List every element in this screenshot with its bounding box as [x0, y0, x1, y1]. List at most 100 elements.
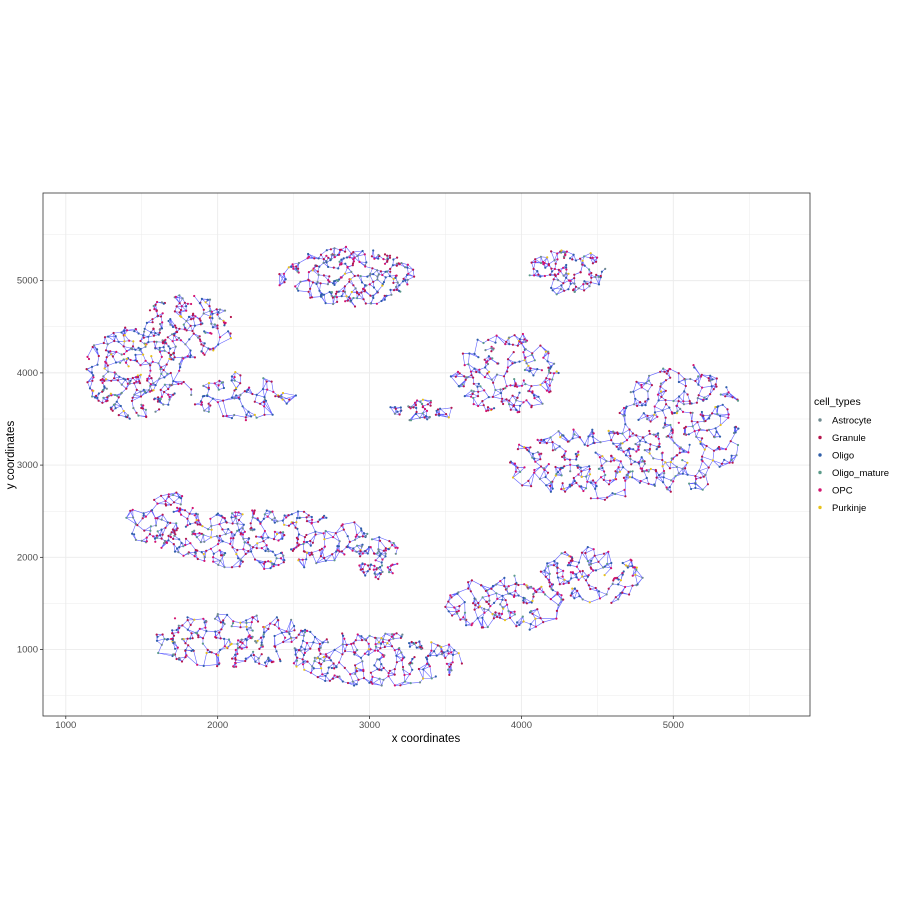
cell-point: [158, 400, 161, 403]
cell-point: [199, 319, 202, 322]
cell-point: [532, 374, 535, 377]
cell-point: [572, 289, 575, 292]
cell-point: [586, 546, 589, 549]
cell-point: [588, 473, 592, 476]
cell-point: [190, 388, 193, 391]
cell-point: [474, 598, 477, 601]
cell-point: [625, 439, 629, 442]
cell-point: [645, 476, 648, 480]
cell-point: [551, 487, 554, 490]
cell-point: [333, 674, 336, 677]
cell-point: [325, 655, 328, 658]
cell-point: [331, 553, 334, 556]
cell-point: [122, 358, 125, 361]
cell-point: [581, 263, 584, 266]
cell-point: [288, 632, 291, 636]
cell-point: [591, 256, 594, 259]
cell-point: [198, 627, 201, 631]
cell-point: [378, 539, 382, 542]
cell-point: [379, 566, 382, 569]
cell-point: [575, 565, 579, 568]
cell-point: [543, 569, 546, 572]
cell-point: [481, 400, 484, 403]
cell-point: [522, 401, 525, 404]
cell-point: [134, 348, 137, 351]
cell-point: [508, 399, 511, 402]
cell-point: [216, 512, 219, 515]
cell-point: [594, 569, 598, 572]
cell-point: [562, 582, 565, 586]
cell-point: [319, 555, 322, 558]
cell-point: [213, 323, 216, 326]
cell-point: [648, 447, 652, 451]
plot-background: [43, 193, 810, 716]
cell-point: [501, 397, 504, 400]
cell-point: [256, 639, 259, 642]
cell-point: [647, 470, 650, 473]
cell-point: [189, 356, 192, 359]
cell-point: [449, 375, 452, 378]
cell-point: [594, 481, 597, 484]
cell-point: [508, 343, 511, 346]
cell-point: [369, 563, 373, 566]
cell-point: [282, 561, 285, 564]
cell-point: [557, 371, 560, 375]
cell-point: [575, 458, 578, 461]
cell-point: [513, 378, 516, 381]
cell-point: [258, 647, 261, 651]
cell-point: [391, 544, 394, 547]
cell-point: [523, 368, 527, 372]
cell-point: [338, 661, 341, 664]
cell-point: [178, 362, 181, 365]
cell-point: [377, 273, 380, 276]
cell-point: [548, 585, 552, 588]
cell-point: [159, 534, 162, 537]
cell-point: [530, 406, 533, 409]
cell-point: [160, 301, 163, 304]
cell-point: [546, 360, 549, 363]
cell-point: [617, 583, 620, 586]
cell-point: [359, 550, 362, 553]
cell-point: [251, 546, 255, 549]
cell-point: [380, 637, 383, 640]
cell-point: [513, 574, 516, 577]
cell-point: [253, 509, 256, 512]
cell-point: [610, 439, 613, 442]
cell-point: [689, 377, 692, 381]
cell-point: [679, 407, 682, 410]
cell-point: [231, 522, 234, 525]
cell-point: [296, 270, 299, 273]
cell-point: [483, 358, 486, 361]
cell-point: [525, 584, 528, 587]
cell-point: [263, 529, 266, 533]
cell-point: [133, 533, 136, 536]
cell-point: [562, 598, 565, 601]
cell-point: [664, 461, 667, 464]
cell-point: [131, 396, 134, 399]
cell-point: [611, 492, 614, 495]
cell-point: [211, 326, 214, 329]
cell-point: [390, 635, 393, 638]
cell-point: [152, 304, 155, 308]
cell-point: [608, 479, 612, 482]
cell-point: [254, 660, 257, 663]
cell-point: [212, 349, 215, 352]
cell-point: [315, 562, 318, 565]
legend-label: Astrocyte: [832, 416, 872, 427]
cell-point: [234, 511, 237, 514]
cell-point: [144, 345, 147, 348]
cell-point: [563, 465, 566, 468]
cell-point: [536, 608, 539, 611]
cell-point: [568, 483, 571, 486]
cell-point: [126, 329, 129, 332]
cell-point: [271, 413, 274, 416]
cell-point: [383, 645, 386, 649]
cell-point: [155, 536, 159, 540]
cell-point: [542, 591, 545, 594]
cell-point: [270, 380, 273, 383]
cell-point: [661, 458, 664, 462]
cell-point: [386, 254, 389, 257]
cell-point: [476, 395, 480, 398]
cell-point: [244, 419, 247, 422]
cell-point: [275, 650, 278, 653]
